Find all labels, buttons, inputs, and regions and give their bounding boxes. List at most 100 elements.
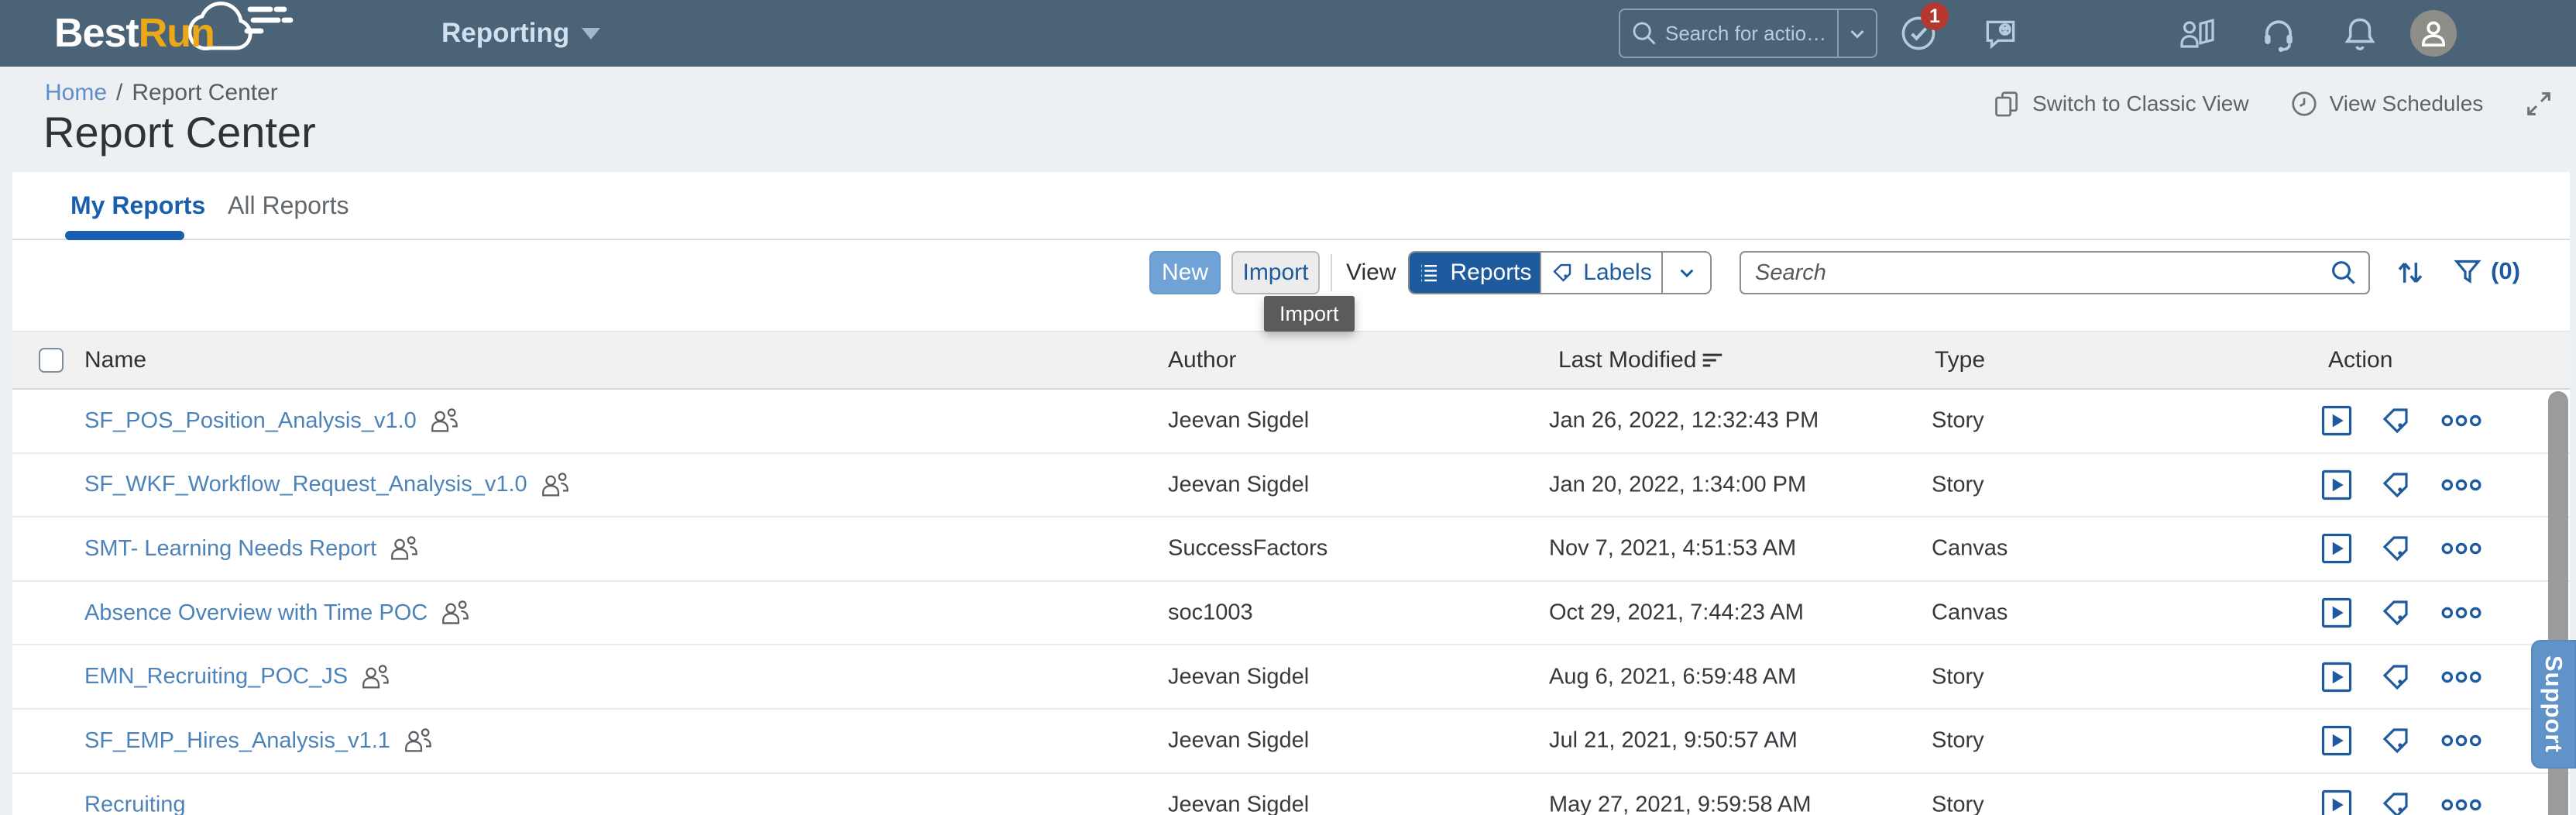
notifications-button[interactable] [2341,0,2379,67]
nav-reporting[interactable]: Reporting [441,0,601,67]
person-book-icon [2180,19,2214,48]
report-name-link[interactable]: Recruiting [84,792,186,815]
run-play-icon [2321,469,2352,500]
switch-classic-view-button[interactable]: Switch to Classic View [1992,89,2249,119]
list-icon [1421,264,1437,282]
report-search-box[interactable] [1740,251,2370,294]
new-button[interactable]: New [1149,251,1221,294]
column-header-last-modified[interactable]: Last Modified [1558,347,1724,373]
label-report-button[interactable] [2379,789,2412,815]
report-name-link[interactable]: SF_POS_Position_Analysis_v1.0 [84,408,417,433]
action-search-box[interactable] [1619,9,1877,58]
view-schedules-button[interactable]: View Schedules [2289,89,2483,119]
label-report-button[interactable] [2379,597,2412,629]
label-report-button[interactable] [2379,532,2412,565]
label-report-button[interactable] [2379,404,2412,437]
column-header-name[interactable]: Name [84,346,147,373]
report-name-link[interactable]: SF_WKF_Workflow_Request_Analysis_v1.0 [84,472,527,497]
report-last-modified: Aug 6, 2021, 6:59:48 AM [1549,664,1797,689]
report-last-modified: Jan 20, 2022, 1:34:00 PM [1549,472,1807,497]
todo-count-badge: 1 [1921,2,1949,30]
search-icon[interactable] [2328,257,2359,288]
more-actions-button[interactable] [2440,541,2483,556]
sort-button[interactable] [2393,256,2427,294]
bestrun-logo[interactable]: Best Run [54,0,298,67]
table-row: SF_EMP_Hires_Analysis_v1.1 Jeevan Sigdel… [12,709,2570,774]
run-report-button[interactable] [2320,724,2353,757]
more-actions-button[interactable] [2440,605,2483,621]
logo-text-run: Run [138,11,215,56]
label-report-button[interactable] [2379,724,2412,757]
shared-icon [391,536,417,560]
view-labels-label: Labels [1583,260,1652,285]
report-name-cell: SF_WKF_Workflow_Request_Analysis_v1.0 [84,472,569,498]
tab-all-reports[interactable]: All Reports [228,172,349,239]
report-name-link[interactable]: SF_EMP_Hires_Analysis_v1.1 [84,727,390,753]
tab-my-reports-label: My Reports [70,191,206,219]
report-name-link[interactable]: Absence Overview with Time POC [84,600,428,625]
tab-my-reports[interactable]: My Reports [70,172,205,239]
filter-count: (0) [2491,257,2520,284]
search-scope-chevron-icon[interactable] [1843,19,1871,47]
feedback-button[interactable] [1981,0,2020,67]
report-name-cell: Recruiting [84,792,186,815]
column-header-author[interactable]: Author [1168,346,1237,373]
import-tooltip: Import [1264,296,1355,332]
report-name-link[interactable]: SMT- Learning Needs Report [84,535,377,561]
more-actions-button[interactable] [2440,797,2483,813]
more-dots-icon [2441,543,2482,555]
report-type: Story [1932,408,1984,433]
breadcrumb-current: Report Center [132,80,278,105]
label-report-button[interactable] [2379,469,2412,501]
tag-icon [2382,600,2408,626]
view-label: View [1346,260,1396,285]
support-headset-button[interactable] [2258,0,2299,67]
view-reports-segment[interactable]: Reports [1410,253,1540,293]
run-report-button[interactable] [2320,469,2353,501]
tag-icon [1553,263,1571,282]
more-actions-button[interactable] [2440,733,2483,748]
support-tab[interactable]: Support [2531,640,2576,769]
run-report-button[interactable] [2320,404,2353,437]
select-all-checkbox[interactable] [39,347,64,373]
report-author: Jeevan Sigdel [1168,408,1310,433]
shared-icon [442,600,469,624]
more-actions-button[interactable] [2440,477,2483,493]
report-last-modified: Nov 7, 2021, 4:51:53 AM [1549,535,1797,561]
more-dots-icon [2441,799,2482,811]
more-actions-button[interactable] [2440,669,2483,685]
label-report-button[interactable] [2379,661,2412,693]
run-report-button[interactable] [2320,661,2353,693]
todo-button[interactable] [1899,0,1938,67]
shared-icon [431,408,458,432]
report-name-link[interactable]: EMN_Recruiting_POC_JS [84,664,349,689]
view-reports-label: Reports [1450,260,1532,285]
report-author: Jeevan Sigdel [1168,472,1310,497]
chevron-down-icon [1680,269,1693,278]
run-report-button[interactable] [2320,597,2353,629]
view-more-segment[interactable] [1661,253,1710,293]
learning-button[interactable] [2178,0,2218,67]
import-button[interactable]: Import [1231,251,1320,294]
nav-reporting-label: Reporting [441,18,570,48]
headset-icon [2265,20,2293,53]
run-play-icon [2321,406,2352,436]
report-type: Story [1932,792,1984,815]
table-header: Name Author Last Modified Type Action [12,331,2570,390]
run-report-button[interactable] [2320,789,2353,815]
breadcrumb-home-link[interactable]: Home [45,80,108,105]
action-search-input[interactable] [1664,20,1837,46]
run-report-button[interactable] [2320,532,2353,565]
avatar[interactable] [2410,10,2457,57]
filter-button[interactable]: (0) [2452,256,2520,287]
report-search-input[interactable] [1741,259,2328,287]
more-actions-button[interactable] [2440,413,2483,428]
column-header-type[interactable]: Type [1935,346,1986,373]
tag-icon [2382,728,2408,754]
table-row: Recruiting Jeevan Sigdel May 27, 2021, 9… [12,773,2570,815]
breadcrumb-separator: / [116,80,123,105]
view-labels-segment[interactable]: Labels [1540,253,1661,293]
report-author: SuccessFactors [1168,535,1328,561]
fullscreen-icon[interactable] [2523,88,2554,119]
